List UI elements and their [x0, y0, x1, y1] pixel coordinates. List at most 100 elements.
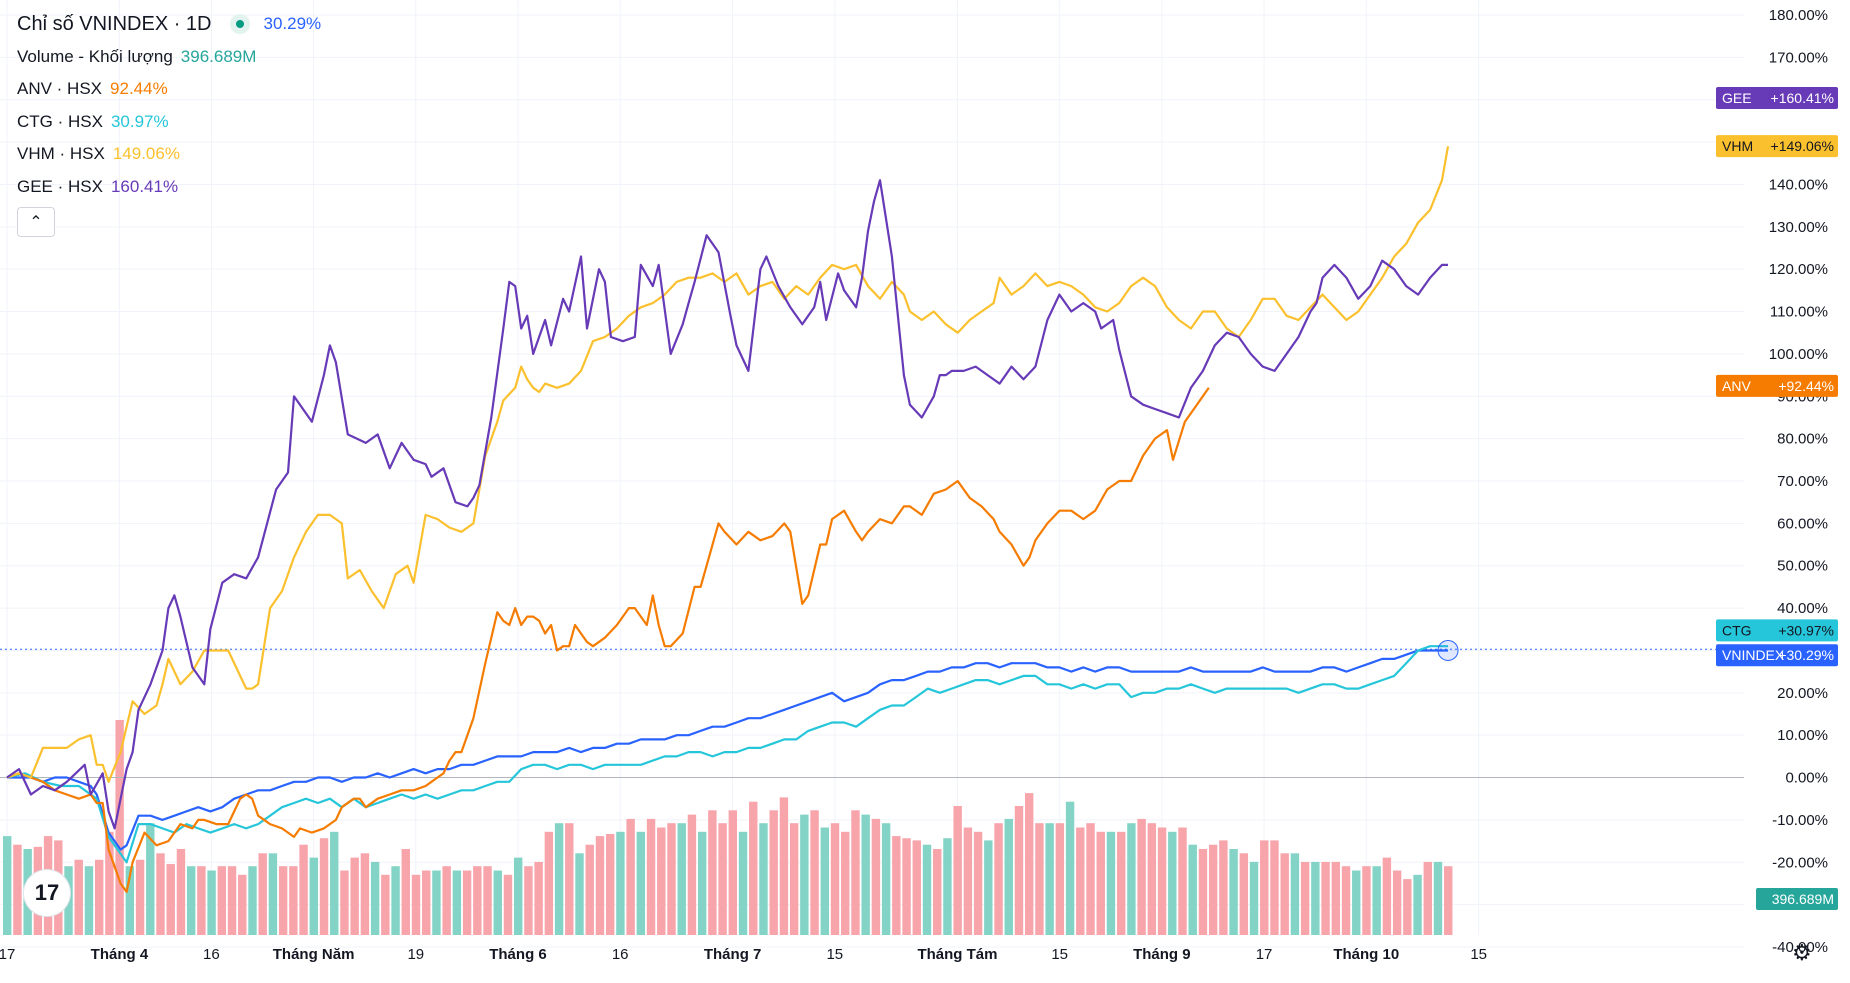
- series-line-vnindex: [7, 649, 1448, 851]
- volume-bar: [830, 823, 840, 935]
- symbol-title[interactable]: Chỉ số VNINDEX · 1D: [17, 12, 212, 35]
- grid-lines: [0, 0, 1744, 948]
- volume-bar: [605, 833, 615, 935]
- legend-item-ctg[interactable]: CTG · HSX 30.97%: [17, 106, 321, 139]
- y-tick-label: 60.00%: [1777, 515, 1828, 532]
- tag-value: +92.44%: [1778, 378, 1834, 394]
- volume-bar: [769, 810, 778, 935]
- legend-item-vhm[interactable]: VHM · HSX 149.06%: [17, 138, 321, 171]
- volume-bar: [1188, 844, 1197, 935]
- volume-bar: [943, 838, 952, 935]
- volume-bar: [330, 831, 339, 935]
- legend-item-anv[interactable]: ANV · HSX 92.44%: [17, 73, 321, 106]
- tag-bg: [1716, 374, 1838, 397]
- x-tick-label: Tháng 9: [1133, 946, 1191, 963]
- tradingview-logo-icon[interactable]: 17: [24, 870, 70, 916]
- volume-bar: [861, 814, 870, 935]
- tag-label: ANV: [1722, 378, 1751, 394]
- y-tick-label: 80.00%: [1777, 431, 1828, 448]
- volume-bar: [1106, 831, 1116, 935]
- volume-bar: [585, 844, 594, 935]
- tag-gee: GEE +160.41%: [1716, 86, 1838, 109]
- volume-bar: [1208, 844, 1218, 935]
- volume-bar: [1055, 823, 1065, 935]
- volume-bar: [1239, 853, 1249, 935]
- volume-bar: [1178, 827, 1187, 935]
- volume-bar: [871, 818, 881, 935]
- volume-bar: [432, 870, 441, 935]
- volume-bar: [1198, 849, 1208, 935]
- legend-item-gee[interactable]: GEE · HSX 160.41%: [17, 171, 321, 204]
- volume-bar: [1413, 874, 1422, 935]
- volume-bar: [360, 853, 370, 935]
- tag-bg: [1716, 86, 1838, 109]
- volume-bar: [636, 831, 646, 935]
- volume-bar: [84, 866, 94, 935]
- legend-main: Chỉ số VNINDEX · 1D 30.29%: [17, 8, 321, 41]
- y-tick-label: 170.00%: [1769, 49, 1828, 66]
- volume-bar: [595, 836, 605, 935]
- volume-bar: [697, 831, 707, 935]
- volume-bar: [1249, 861, 1259, 935]
- volume-bar: [626, 818, 635, 935]
- volume-bar: [309, 857, 318, 935]
- volume-bar: [94, 859, 104, 935]
- volume-label[interactable]: Volume - Khối lượng: [17, 46, 173, 66]
- tag-value: 396.689M: [1772, 891, 1834, 907]
- volume-bar: [646, 818, 656, 935]
- y-tick-label: 50.00%: [1777, 558, 1828, 575]
- volume-bar: [1147, 823, 1157, 935]
- volume-bar: [912, 840, 921, 935]
- y-tick-label: -10.00%: [1772, 812, 1828, 829]
- legend-volume: Volume - Khối lượng 396.689M: [17, 41, 321, 74]
- x-tick-label: Tháng Năm: [273, 946, 355, 963]
- market-status-icon[interactable]: [229, 14, 250, 35]
- tag-value: +160.41%: [1771, 90, 1834, 106]
- volume-bar: [1321, 861, 1330, 935]
- volume-bar: [657, 827, 666, 935]
- volume-bar: [1290, 853, 1300, 935]
- tag-value: +30.97%: [1778, 622, 1834, 638]
- legend-collapse-button[interactable]: ⌃: [17, 207, 55, 237]
- legend-value: 92.44%: [110, 79, 168, 99]
- tag-label: VNINDEX: [1722, 647, 1785, 663]
- tag-value: +30.29%: [1778, 647, 1834, 663]
- volume-bar: [1311, 861, 1320, 935]
- volume-bar: [1086, 823, 1095, 935]
- volume-bar: [207, 870, 216, 935]
- y-tick-label: 0.00%: [1785, 770, 1828, 787]
- y-tick-label: -40.00%: [1772, 939, 1828, 956]
- volume-bar: [381, 874, 390, 935]
- volume-bar: [575, 853, 584, 935]
- volume-bar: [289, 866, 298, 935]
- volume-bar: [1045, 823, 1054, 935]
- volume-bar: [125, 866, 135, 935]
- volume-bar: [881, 823, 891, 935]
- tag-bg: [1716, 644, 1838, 667]
- symbol-change: 30.29%: [263, 14, 322, 34]
- volume-bar: [391, 866, 400, 935]
- volume-bar: [779, 797, 789, 935]
- volume-bar: [524, 866, 533, 935]
- volume-bar: [176, 849, 186, 935]
- volume-bar: [514, 857, 523, 935]
- volume-bar: [105, 831, 114, 935]
- volume-bar: [186, 866, 196, 935]
- y-tick-label: 10.00%: [1777, 727, 1828, 744]
- y-tick-label: 130.00%: [1769, 219, 1828, 236]
- volume-bar: [1168, 831, 1177, 935]
- volume-bar: [422, 870, 431, 935]
- volume-bar: [1362, 866, 1371, 935]
- tag-anv: ANV +92.44%: [1716, 374, 1838, 397]
- gear-icon[interactable]: ⚙: [1792, 940, 1812, 965]
- volume-bar: [1004, 818, 1013, 935]
- volume-bar: [227, 866, 237, 935]
- volume-bar: [3, 836, 12, 935]
- volume-bar: [708, 810, 717, 935]
- volume-bar: [473, 866, 482, 935]
- tag-label: CTG: [1722, 622, 1752, 638]
- volume-bar: [278, 866, 288, 935]
- volume-bar: [258, 853, 267, 935]
- volume-bar: [401, 849, 410, 935]
- tag-vnindex: VNINDEX+30.29%: [1716, 644, 1838, 667]
